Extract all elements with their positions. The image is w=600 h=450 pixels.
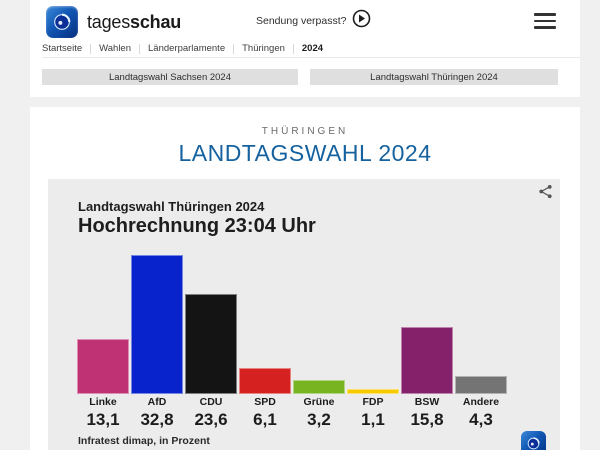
brand-word-bold: schau (130, 11, 182, 32)
breadcrumb-separator (139, 43, 140, 54)
play-circle-icon (352, 9, 371, 33)
content-column: tagesschau Sendung verpasst? Startseite … (30, 0, 580, 450)
breadcrumb-separator (90, 43, 92, 54)
bar-fdp[interactable] (347, 389, 399, 394)
site-header: tagesschau Sendung verpasst? Startseite … (30, 0, 580, 97)
party-name: BSW (414, 396, 440, 408)
election-nav-buttons: Landtagswahl Sachsen 2024 Landtagswahl T… (42, 69, 558, 85)
party-value: 23,6 (194, 410, 228, 429)
label-linke: Linke 13,1 (77, 396, 129, 429)
bar-chart-labels: Linke 13,1 AfD 32,8 CDU 23,6 SPD 6,1 Grüne 3,2 FDP… (77, 396, 507, 429)
label-grüne: Grüne 3,2 (293, 396, 345, 429)
party-name: Linke (89, 396, 117, 408)
chart-title: Landtagswahl Thüringen 2024 (78, 199, 265, 214)
bar-cdu[interactable] (185, 293, 237, 394)
breadcrumb: Startseite Wahlen Länderparlamente Thüri… (42, 40, 580, 58)
bar-andere[interactable] (455, 375, 507, 394)
party-name: Grüne (303, 396, 335, 408)
breadcrumb-item-wahlen[interactable]: Wahlen (99, 43, 131, 54)
bar-bsw[interactable] (401, 327, 453, 394)
label-cdu: CDU 23,6 (185, 396, 237, 429)
label-andere: Andere 4,3 (455, 396, 507, 429)
label-fdp: FDP 1,1 (347, 396, 399, 429)
party-name: SPD (254, 396, 276, 408)
chart-subtitle: Hochrechnung 23:04 Uhr (78, 215, 316, 237)
broadcast-missed-link[interactable]: Sendung verpasst? (256, 9, 371, 33)
page-title: LANDTAGSWAHL 2024 (178, 140, 432, 166)
label-afd: AfD 32,8 (131, 396, 183, 429)
breadcrumb-separator (233, 43, 235, 54)
party-value: 4,3 (469, 410, 493, 429)
bar-spd[interactable] (239, 368, 291, 394)
chart-source: Infratest dimap, in Prozent (78, 435, 210, 447)
hamburger-menu-icon[interactable] (534, 13, 556, 29)
party-name: AfD (147, 396, 167, 408)
sachsen-election-button[interactable]: Landtagswahl Sachsen 2024 (42, 69, 298, 85)
party-value: 6,1 (253, 410, 277, 429)
party-name: CDU (199, 396, 223, 408)
breadcrumb-separator (292, 43, 294, 54)
party-name: Andere (462, 396, 500, 408)
breadcrumb-item-laenderparlamente[interactable]: Länderparlamente (148, 43, 226, 54)
election-chart-card: Landtagswahl Thüringen 2024 Hochrechnung… (48, 179, 560, 450)
party-value: 32,8 (140, 410, 174, 429)
tagesschau-globe-logo (46, 6, 78, 38)
party-value: 13,1 (86, 410, 120, 429)
party-value: 15,8 (410, 410, 444, 429)
party-value: 3,2 (307, 410, 331, 429)
thueringen-election-button[interactable]: Landtagswahl Thüringen 2024 (310, 69, 558, 85)
label-bsw: BSW 15,8 (401, 396, 453, 429)
bar-linke[interactable] (77, 338, 129, 394)
page-kicker: THÜRINGEN (261, 126, 349, 137)
brand-word-regular: tages (87, 11, 131, 32)
breadcrumb-item-startseite[interactable]: Startseite (42, 43, 83, 54)
share-icon[interactable] (538, 184, 554, 200)
party-value: 1,1 (361, 410, 385, 429)
bar-chart-plot (77, 246, 507, 394)
broadcast-missed-label: Sendung verpasst? (256, 15, 347, 27)
ard-globe-logo (521, 431, 546, 450)
breadcrumb-item-thueringen[interactable]: Thüringen (242, 43, 285, 54)
label-spd: SPD 6,1 (239, 396, 291, 429)
breadcrumb-item-2024[interactable]: 2024 (301, 43, 324, 54)
brand-home-link[interactable]: tagesschau (46, 6, 181, 38)
main-content: THÜRINGEN LANDTAGSWAHL 2024 Landtagswahl… (30, 107, 580, 450)
bar-afd[interactable] (131, 254, 183, 394)
brand-wordmark: tagesschau (87, 12, 181, 33)
bar-grüne[interactable] (293, 380, 345, 394)
party-name: FDP (362, 396, 384, 408)
